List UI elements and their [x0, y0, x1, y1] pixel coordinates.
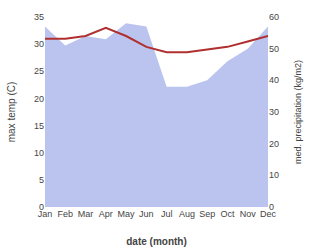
svg-text:Apr: Apr: [99, 209, 113, 219]
svg-text:Jan: Jan: [38, 209, 53, 219]
svg-text:max temp (C): max temp (C): [6, 82, 17, 143]
svg-text:Jun: Jun: [139, 209, 154, 219]
svg-text:Dec: Dec: [260, 209, 277, 219]
svg-text:Nov: Nov: [240, 209, 257, 219]
svg-text:30: 30: [34, 39, 44, 49]
svg-text:40: 40: [269, 75, 279, 85]
svg-text:50: 50: [269, 44, 279, 54]
svg-text:Feb: Feb: [58, 209, 74, 219]
svg-text:25: 25: [34, 66, 44, 76]
svg-text:0: 0: [39, 202, 44, 212]
svg-text:60: 60: [269, 12, 279, 22]
svg-text:Jul: Jul: [161, 209, 173, 219]
svg-text:Mar: Mar: [78, 209, 94, 219]
svg-text:med. precipitation (kg/m2): med. precipitation (kg/m2): [293, 60, 303, 164]
svg-text:10: 10: [269, 170, 279, 180]
svg-text:10: 10: [34, 148, 44, 158]
svg-text:15: 15: [34, 121, 44, 131]
svg-text:Sep: Sep: [199, 209, 215, 219]
svg-text:0: 0: [269, 202, 274, 212]
svg-text:Oct: Oct: [220, 209, 235, 219]
svg-text:5: 5: [39, 175, 44, 185]
svg-text:May: May: [118, 209, 136, 219]
svg-text:30: 30: [269, 107, 279, 117]
svg-text:date (month): date (month): [126, 236, 187, 247]
svg-text:Aug: Aug: [179, 209, 195, 219]
svg-text:35: 35: [34, 12, 44, 22]
svg-text:20: 20: [34, 94, 44, 104]
svg-text:20: 20: [269, 139, 279, 149]
